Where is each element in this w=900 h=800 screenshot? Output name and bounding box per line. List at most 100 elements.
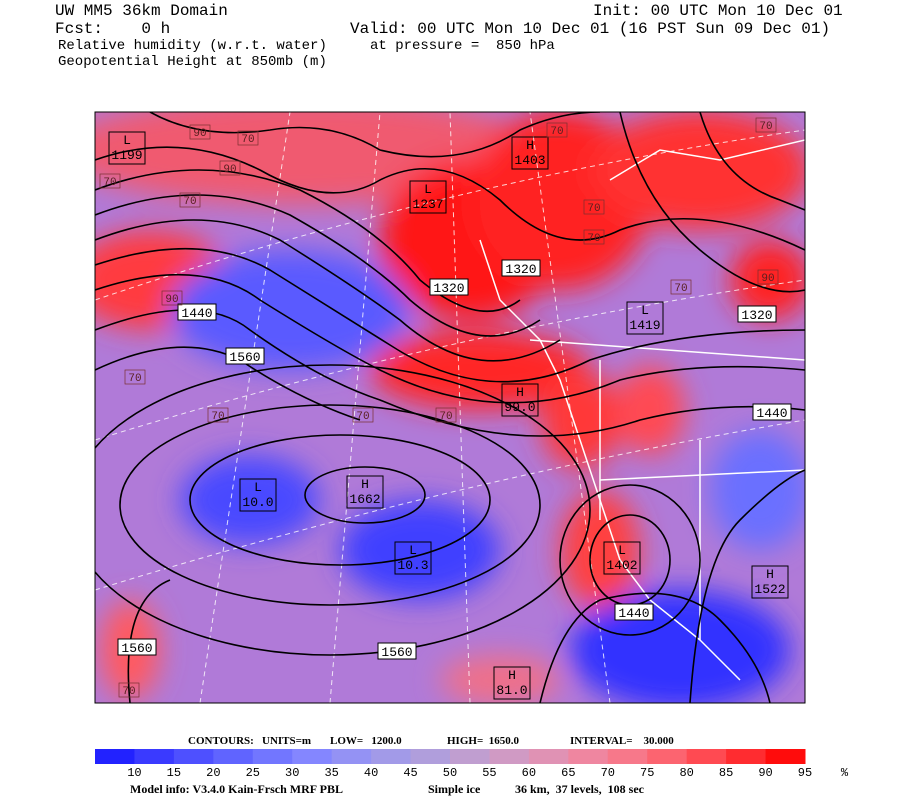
center-value: 1237 — [412, 197, 443, 212]
center-mark: L — [641, 303, 649, 318]
center-mark: H — [516, 385, 524, 400]
colorbar-swatch — [765, 749, 806, 764]
contour-units: UNITS=m — [262, 735, 312, 747]
rh-label: 70 — [550, 126, 563, 138]
center-mark: L — [123, 133, 131, 148]
center-box — [626, 301, 664, 335]
colorbar-swatch — [647, 749, 688, 764]
rh-label: 90 — [223, 164, 236, 176]
colorbar-swatch — [371, 749, 412, 764]
colorbar-swatch — [252, 749, 293, 764]
contour-title: CONTOURS: — [188, 735, 254, 747]
height-label-box — [737, 305, 777, 323]
colorbar-label: 85 — [719, 766, 733, 780]
rh-label: 70 — [211, 411, 224, 423]
rh-label-box — [189, 124, 211, 140]
colorbar-swatch — [568, 749, 609, 764]
colorbar-label: 50 — [443, 766, 457, 780]
rh-label-box — [352, 407, 374, 423]
map-area — [95, 112, 805, 703]
center-value: 81.0 — [496, 683, 527, 698]
rh-label-box — [207, 407, 229, 423]
colorbar-swatch — [528, 749, 569, 764]
height-label-box — [177, 303, 217, 321]
field-2: Geopotential Height at 850mb (m) — [58, 54, 327, 70]
colorbar-label: 15 — [167, 766, 181, 780]
colorbar-swatch — [213, 749, 254, 764]
colorbar-label: 10 — [127, 766, 141, 780]
center-mark: L — [618, 543, 626, 558]
colorbar-swatch — [134, 749, 175, 764]
center-value: 1402 — [606, 558, 637, 573]
center-box — [239, 478, 277, 512]
height-label: 1560 — [121, 641, 152, 656]
rh-label: 90 — [193, 128, 206, 140]
height-label: 1320 — [433, 281, 464, 296]
center-box — [511, 136, 549, 170]
colorbar-swatch — [450, 749, 490, 764]
rh-label-box — [670, 279, 692, 295]
rh-label-box — [124, 369, 146, 385]
rh-label: 70 — [587, 233, 600, 245]
center-value: 1403 — [514, 153, 545, 168]
grid-info: 36 km, 37 levels, 108 sec — [515, 782, 644, 796]
center-box — [493, 666, 531, 700]
colorbar-swatch — [410, 749, 451, 764]
center-value: 1199 — [111, 148, 142, 163]
center-mark: H — [526, 138, 534, 153]
center-mark: H — [766, 567, 774, 582]
height-label-box — [377, 642, 417, 660]
rh-label-box — [99, 173, 121, 189]
pressure-level: at pressure = 850 hPa — [370, 38, 555, 54]
center-box — [108, 131, 146, 165]
rh-label-box — [546, 122, 568, 138]
model-info: Model info: V3.4.0 Kain-Frsch MRF PBL — [130, 782, 343, 796]
colorbar-label: 25 — [246, 766, 260, 780]
rh-label: 70 — [128, 373, 141, 385]
center-value: 10.0 — [242, 495, 273, 510]
rh-label-box — [237, 130, 259, 146]
colorbar-swatch — [173, 749, 214, 764]
height-label-box — [225, 347, 265, 365]
rh-label: 70 — [103, 177, 116, 189]
colorbar-label: 80 — [679, 766, 693, 780]
center-mark: H — [508, 668, 516, 683]
colorbar-label: 35 — [324, 766, 338, 780]
field-1: Relative humidity (w.r.t. water) — [58, 38, 327, 54]
rh-label: 70 — [674, 283, 687, 295]
colorbar-label: 70 — [601, 766, 615, 780]
rh-label-box — [435, 407, 457, 423]
height-label-box — [752, 403, 792, 421]
colorbar-label: % — [841, 766, 849, 780]
rh-label-box — [583, 229, 605, 245]
colorbar-swatch — [292, 749, 333, 764]
rh-label-box — [755, 117, 777, 133]
rh-label-box — [219, 160, 241, 176]
rh-label: 90 — [761, 273, 774, 285]
ice-scheme: Simple ice — [428, 782, 481, 796]
colorbar-label: 65 — [561, 766, 575, 780]
center-value: 10.3 — [397, 558, 428, 573]
height-label-box — [501, 259, 541, 277]
rh-label: 70 — [439, 411, 452, 423]
colorbar-label: 55 — [482, 766, 496, 780]
height-label-box — [117, 638, 157, 656]
center-mark: L — [424, 182, 432, 197]
height-label: 1560 — [381, 645, 412, 660]
init-time: Init: 00 UTC Mon 10 Dec 01 — [593, 2, 843, 20]
forecast-hour: Fcst: 0 h — [55, 20, 171, 38]
center-box — [346, 475, 384, 509]
center-box — [751, 565, 789, 599]
center-box — [501, 383, 539, 417]
height-label: 1440 — [756, 406, 787, 421]
center-mark: L — [409, 543, 417, 558]
rh-label: 70 — [241, 134, 254, 146]
rh-label-box — [583, 199, 605, 215]
center-value: 1662 — [349, 492, 380, 507]
colorbar-swatch — [489, 749, 530, 764]
colorbar-swatch — [726, 749, 767, 764]
colorbar-swatch — [607, 749, 648, 764]
valid-time: Valid: 00 UTC Mon 10 Dec 01 (16 PST Sun … — [350, 20, 831, 38]
center-box — [409, 180, 447, 214]
center-box — [394, 541, 432, 575]
